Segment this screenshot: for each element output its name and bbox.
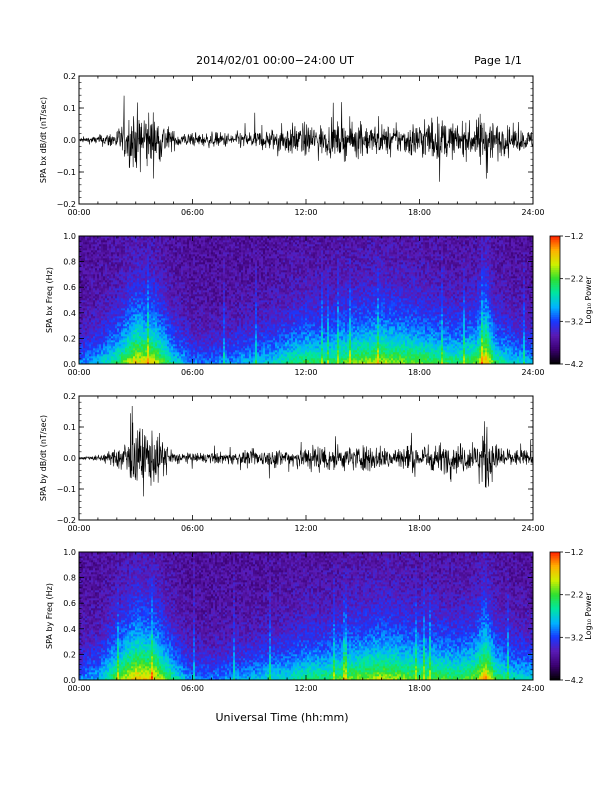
panel-4-y-tick-label: 0.0: [63, 676, 76, 685]
panel-3-series-line: [79, 405, 533, 497]
panel-2-y-tick-label: 0.8: [63, 258, 76, 267]
panel-4-colorbar: −1.2 −2.2 −3.2 −4.2 Log₁₀ Power: [549, 548, 593, 685]
panel-3-x-tick-label: 06:00: [181, 524, 204, 533]
panel-4-y-tick-label: 0.2: [63, 650, 76, 659]
panel-1-y-tick-label: −0.1: [57, 168, 76, 177]
panel-3-y-tick-label: 0.1: [63, 423, 76, 432]
panel-2-y-tick-label: 0.4: [63, 309, 76, 318]
panel-2-colorbar-tick-label: −3.2: [564, 317, 583, 326]
panel-3-x-tick-label: 24:00: [521, 524, 544, 533]
panel-2-y-tick-label: 0.6: [63, 283, 76, 292]
panel-1-x-tick-label: 12:00: [294, 208, 317, 217]
panel-4-colorbar-tick-label: −4.2: [564, 676, 583, 685]
x-axis-title: Universal Time (hh:mm): [216, 711, 349, 724]
panel-1-x-tick-label: 18:00: [408, 208, 431, 217]
panel-4-colorbar-tick-label: −3.2: [564, 633, 583, 642]
panel-2-colorbar: −1.2 −2.2 −3.2 −4.2 Log₁₀ Power: [549, 232, 593, 369]
panel-1-series-line: [79, 95, 533, 182]
panel-1-y-tick-label: −0.2: [57, 200, 76, 209]
panel-3-x-tick-label: 18:00: [408, 524, 431, 533]
panel-2-axes: 00:00 06:00 12:00 18:00 24:00 1.0 0.8 0.6 0.4 0.2…: [45, 232, 545, 377]
panel-3-axes: 00:00 06:00 12:00 18:00 24:00 0.2 0.1 0.0 −0.1 −0…: [39, 392, 545, 533]
panel-1-y-tick-label: 0.0: [63, 136, 76, 145]
panel-2-y-axis-label: SPA bx Freq (Hz): [45, 267, 54, 333]
panel-2-x-tick-label: 18:00: [408, 368, 431, 377]
panel-4-y-tick-label: 1.0: [63, 548, 76, 557]
panel-4-colorbar-tick-label: −1.2: [564, 548, 583, 557]
panel-2-x-tick-label: 24:00: [521, 368, 544, 377]
panel-3-y-tick-label: −0.2: [57, 516, 76, 525]
panel-3-x-tick-label: 00:00: [67, 524, 90, 533]
panel-2-y-tick-label: 1.0: [63, 232, 76, 241]
panel-2-x-tick-label: 00:00: [67, 368, 90, 377]
panel-4-spectrogram: [79, 552, 534, 681]
panel-2-y-tick-label: 0.0: [63, 360, 76, 369]
panel-3-y-axis-label: SPA by dB/dt (nT/sec): [39, 415, 48, 501]
panel-3-y-tick-label: −0.1: [57, 485, 76, 494]
panel-1-y-tick-label: 0.2: [63, 72, 76, 81]
panel-4-colorbar-label: Log₁₀ Power: [584, 592, 593, 640]
page-title: 2014/02/01 00:00−24:00 UT: [196, 54, 354, 67]
panel-2-colorbar-tick-label: −1.2: [564, 232, 583, 241]
page-number: Page 1/1: [474, 54, 522, 67]
panel-2-x-tick-label: 06:00: [181, 368, 204, 377]
panel-4-x-tick-label: 24:00: [521, 684, 544, 693]
panel-1-x-tick-label: 24:00: [521, 208, 544, 217]
panel-4-x-tick-label: 00:00: [67, 684, 90, 693]
panel-2-y-tick-label: 0.2: [63, 334, 76, 343]
panel-4-x-tick-label: 18:00: [408, 684, 431, 693]
panel-4-colorbar-tick-label: −2.2: [564, 591, 583, 600]
panel-3-y-tick-label: 0.0: [63, 454, 76, 463]
panels: 00:00 06:00 12:00 18:00 24:00 0.2 0.1 0.0 −0.1 −0…: [39, 72, 593, 693]
panel-2-x-tick-label: 12:00: [294, 368, 317, 377]
panel-1-x-tick-label: 06:00: [181, 208, 204, 217]
panel-2-colorbar-tick-label: −2.2: [564, 275, 583, 284]
panel-1-axes: 00:00 06:00 12:00 18:00 24:00 0.2 0.1 0.0 −0.1 −0…: [39, 72, 545, 217]
panel-2-colorbar-tick-label: −4.2: [564, 360, 583, 369]
panel-1-y-tick-label: 0.1: [63, 104, 76, 113]
panel-4-x-tick-label: 06:00: [181, 684, 204, 693]
panel-2-colorbar-label: Log₁₀ Power: [584, 276, 593, 324]
panel-4-x-tick-label: 12:00: [294, 684, 317, 693]
panel-2-spectrogram: [79, 236, 534, 365]
panel-3-x-tick-label: 12:00: [294, 524, 317, 533]
panel-4-y-tick-label: 0.8: [63, 574, 76, 583]
panel-4-y-tick-label: 0.4: [63, 625, 76, 634]
panel-4-y-tick-label: 0.6: [63, 599, 76, 608]
panel-1-x-tick-label: 00:00: [67, 208, 90, 217]
panel-1-y-axis-label: SPA bx dB/dt (nT/sec): [39, 97, 48, 183]
panel-4-y-axis-label: SPA by Freq (Hz): [45, 583, 54, 649]
panel-3-y-tick-label: 0.2: [63, 392, 76, 401]
panel-4-axes: 00:00 06:00 12:00 18:00 24:00 1.0 0.8 0.6 0.4 0.2…: [45, 548, 545, 693]
